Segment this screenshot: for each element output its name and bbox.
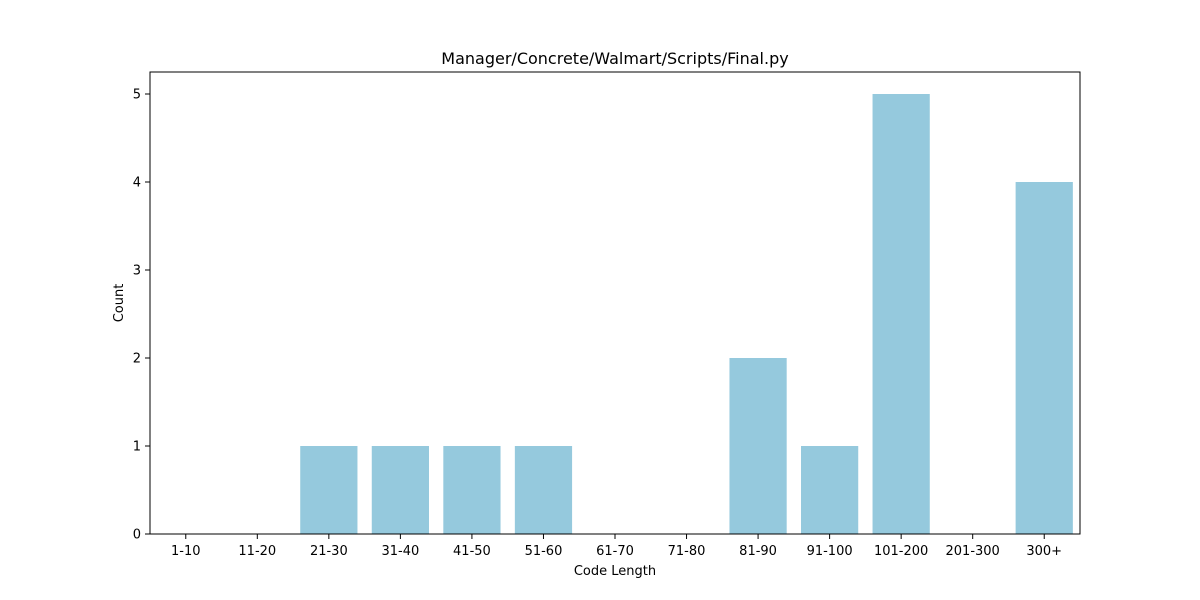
bar-41-50 [443, 446, 501, 534]
y-tick-label: 3 [133, 264, 141, 279]
y-tick-label: 4 [133, 176, 141, 191]
bar-81-90 [729, 358, 787, 534]
x-tick-label: 11-20 [238, 544, 276, 559]
y-tick-label: 1 [133, 440, 141, 455]
x-tick-label: 91-100 [807, 544, 853, 559]
bar-31-40 [371, 446, 429, 534]
bar-300+ [1015, 182, 1073, 534]
x-axis-ticks: 1-10 11-20 21-30 31-40 41-50 51-60 61-70 71-80 8… [171, 534, 1062, 559]
plot-frame [149, 71, 1081, 535]
y-tick-label: 2 [133, 352, 141, 367]
x-tick-label: 41-50 [453, 544, 491, 559]
bar-91-100 [801, 446, 859, 534]
x-tick-label: 300+ [1026, 544, 1062, 559]
bar-51-60 [514, 446, 573, 534]
x-tick-label: 51-60 [525, 544, 563, 559]
x-tick-label: 101-200 [874, 544, 928, 559]
bars-group [300, 94, 1073, 534]
y-axis-label: Count [112, 284, 127, 323]
x-tick-label: 61-70 [596, 544, 634, 559]
y-tick-label: 5 [133, 88, 141, 103]
x-tick-label: 71-80 [668, 544, 706, 559]
y-tick-label: 0 [133, 528, 141, 543]
x-axis-label: Code Length [574, 564, 656, 579]
bar-101-200 [872, 94, 930, 534]
x-tick-label: 201-300 [946, 544, 1000, 559]
chart-title: Manager/Concrete/Walmart/Scripts/Final.p… [441, 49, 788, 68]
x-tick-label: 1-10 [171, 544, 201, 559]
x-tick-label: 81-90 [739, 544, 777, 559]
x-tick-label: 31-40 [381, 544, 419, 559]
x-tick-label: 21-30 [310, 544, 348, 559]
y-axis-ticks: 0 1 2 3 4 5 [133, 88, 150, 543]
bar-21-30 [300, 446, 358, 534]
